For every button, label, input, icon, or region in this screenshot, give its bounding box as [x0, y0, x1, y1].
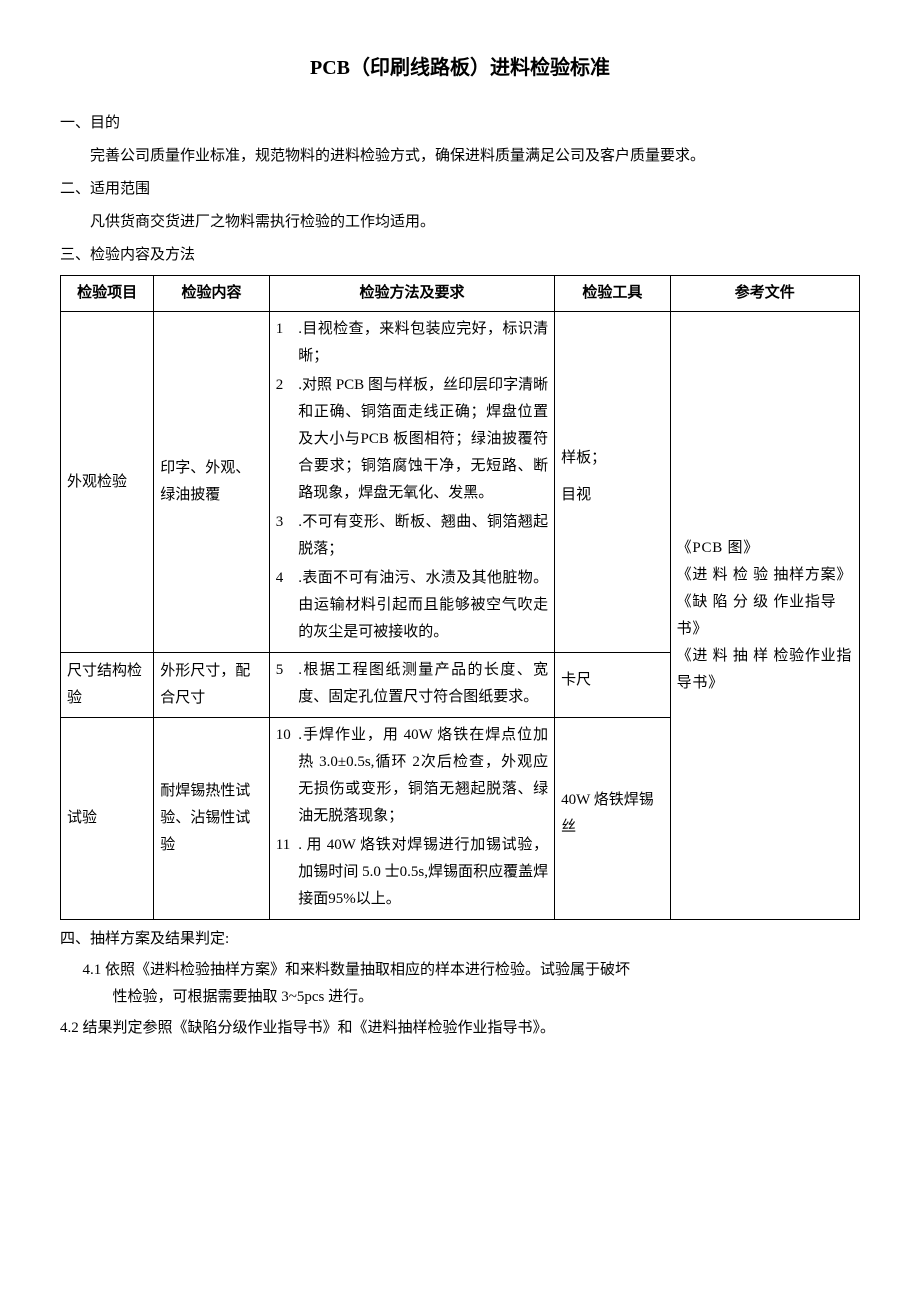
requirement-text: .目视检查，来料包装应完好，标识清晰；	[298, 316, 548, 370]
section-2-body: 凡供货商交货进厂之物料需执行检验的工作均适用。	[60, 209, 860, 236]
section-2-heading: 二、适用范围	[60, 176, 860, 203]
cell-item: 试验	[61, 718, 154, 920]
tool-text: 卡尺	[561, 667, 663, 694]
cell-content: 外形尺寸，配合尺寸	[154, 653, 269, 718]
requirement-text: .不可有变形、断板、翘曲、铜箔翘起脱落；	[298, 509, 548, 563]
tool-text: 目视	[561, 482, 663, 509]
requirement-number: 10	[276, 722, 299, 749]
table-header-row: 检验项目 检验内容 检验方法及要求 检验工具 参考文件	[61, 276, 860, 312]
cell-content: 印字、外观、绿油披覆	[154, 312, 269, 653]
section-1-heading: 一、目的	[60, 110, 860, 137]
requirement-number: 3	[276, 509, 299, 536]
section-1-body: 完善公司质量作业标准，规范物料的进料检验方式，确保进料质量满足公司及客户质量要求…	[60, 143, 860, 170]
requirement-number: 1	[276, 316, 299, 343]
section-4-p2: 4.2 结果判定参照《缺陷分级作业指导书》和《进料抽样检验作业指导书》。	[60, 1015, 860, 1042]
ref-line: 《进 料 检 验 抽样方案》	[677, 562, 853, 589]
requirement-item: 5.根据工程图纸测量产品的长度、宽度、固定孔位置尺寸符合图纸要求。	[276, 657, 548, 711]
ref-line: 《进 料 抽 样 检验作业指导书》	[677, 643, 853, 697]
document-title: PCB（印刷线路板）进料检验标准	[60, 50, 860, 86]
requirement-text: . 用 40W 烙铁对焊锡进行加锡试验， 加锡时间 5.0 士0.5s,焊锡面积…	[298, 832, 548, 913]
th-ref: 参考文件	[670, 276, 859, 312]
section-3-heading: 三、检验内容及方法	[60, 242, 860, 269]
cell-method: 5.根据工程图纸测量产品的长度、宽度、固定孔位置尺寸符合图纸要求。	[269, 653, 554, 718]
tool-text: 样板；	[561, 445, 663, 472]
cell-content: 耐焊锡热性试验、沾锡性试验	[154, 718, 269, 920]
requirement-item: 10.手焊作业，用 40W 烙铁在焊点位加热 3.0±0.5s,循环 2次后检查…	[276, 722, 548, 830]
cell-item: 尺寸结构检验	[61, 653, 154, 718]
cell-tool: 卡尺	[555, 653, 670, 718]
requirement-number: 2	[276, 372, 299, 399]
requirement-item: 4.表面不可有油污、水渍及其他脏物。由运输材料引起而且能够被空气吹走的灰尘是可被…	[276, 565, 548, 646]
cell-tool: 样板； 目视	[555, 312, 670, 653]
requirement-number: 5	[276, 657, 299, 684]
requirement-item: 11. 用 40W 烙铁对焊锡进行加锡试验， 加锡时间 5.0 士0.5s,焊锡…	[276, 832, 548, 913]
section-4-p1-line2: 性检验，可根据需要抽取 3~5pcs 进行。	[113, 984, 861, 1011]
requirement-text: .手焊作业，用 40W 烙铁在焊点位加热 3.0±0.5s,循环 2次后检查，外…	[298, 722, 548, 830]
table-row: 外观检验 印字、外观、绿油披覆 1.目视检查，来料包装应完好，标识清晰；2.对照…	[61, 312, 860, 653]
section-4-heading: 四、抽样方案及结果判定:	[60, 926, 860, 953]
cell-item: 外观检验	[61, 312, 154, 653]
th-content: 检验内容	[154, 276, 269, 312]
cell-tool: 40W 烙铁焊锡丝	[555, 718, 670, 920]
th-item: 检验项目	[61, 276, 154, 312]
requirement-item: 3.不可有变形、断板、翘曲、铜箔翘起脱落；	[276, 509, 548, 563]
section-4-p1-line1: 4.1 依照《进料检验抽样方案》和来料数量抽取相应的样本进行检验。试验属于破坏	[83, 957, 861, 984]
requirement-item: 1.目视检查，来料包装应完好，标识清晰；	[276, 316, 548, 370]
ref-line: 《PCB 图》	[677, 535, 853, 562]
inspection-table: 检验项目 检验内容 检验方法及要求 检验工具 参考文件 外观检验 印字、外观、绿…	[60, 275, 860, 920]
requirement-number: 4	[276, 565, 299, 592]
section-4-p1: 4.1 依照《进料检验抽样方案》和来料数量抽取相应的样本进行检验。试验属于破坏性…	[83, 957, 861, 1011]
tool-text: 40W 烙铁焊锡丝	[561, 787, 663, 841]
requirement-text: .表面不可有油污、水渍及其他脏物。由运输材料引起而且能够被空气吹走的灰尘是可被接…	[298, 565, 548, 646]
requirement-text: .根据工程图纸测量产品的长度、宽度、固定孔位置尺寸符合图纸要求。	[298, 657, 548, 711]
ref-line: 《缺 陷 分 级 作业指导书》	[677, 589, 853, 643]
cell-method: 10.手焊作业，用 40W 烙铁在焊点位加热 3.0±0.5s,循环 2次后检查…	[269, 718, 554, 920]
th-method: 检验方法及要求	[269, 276, 554, 312]
requirement-text: .对照 PCB 图与样板，丝印层印字清晰和正确、铜箔面走线正确；焊盘位置及大小与…	[298, 372, 548, 507]
cell-ref: 《PCB 图》《进 料 检 验 抽样方案》《缺 陷 分 级 作业指导书》《进 料…	[670, 312, 859, 920]
cell-method: 1.目视检查，来料包装应完好，标识清晰；2.对照 PCB 图与样板，丝印层印字清…	[269, 312, 554, 653]
requirement-number: 11	[276, 832, 299, 859]
requirement-item: 2.对照 PCB 图与样板，丝印层印字清晰和正确、铜箔面走线正确；焊盘位置及大小…	[276, 372, 548, 507]
th-tool: 检验工具	[555, 276, 670, 312]
